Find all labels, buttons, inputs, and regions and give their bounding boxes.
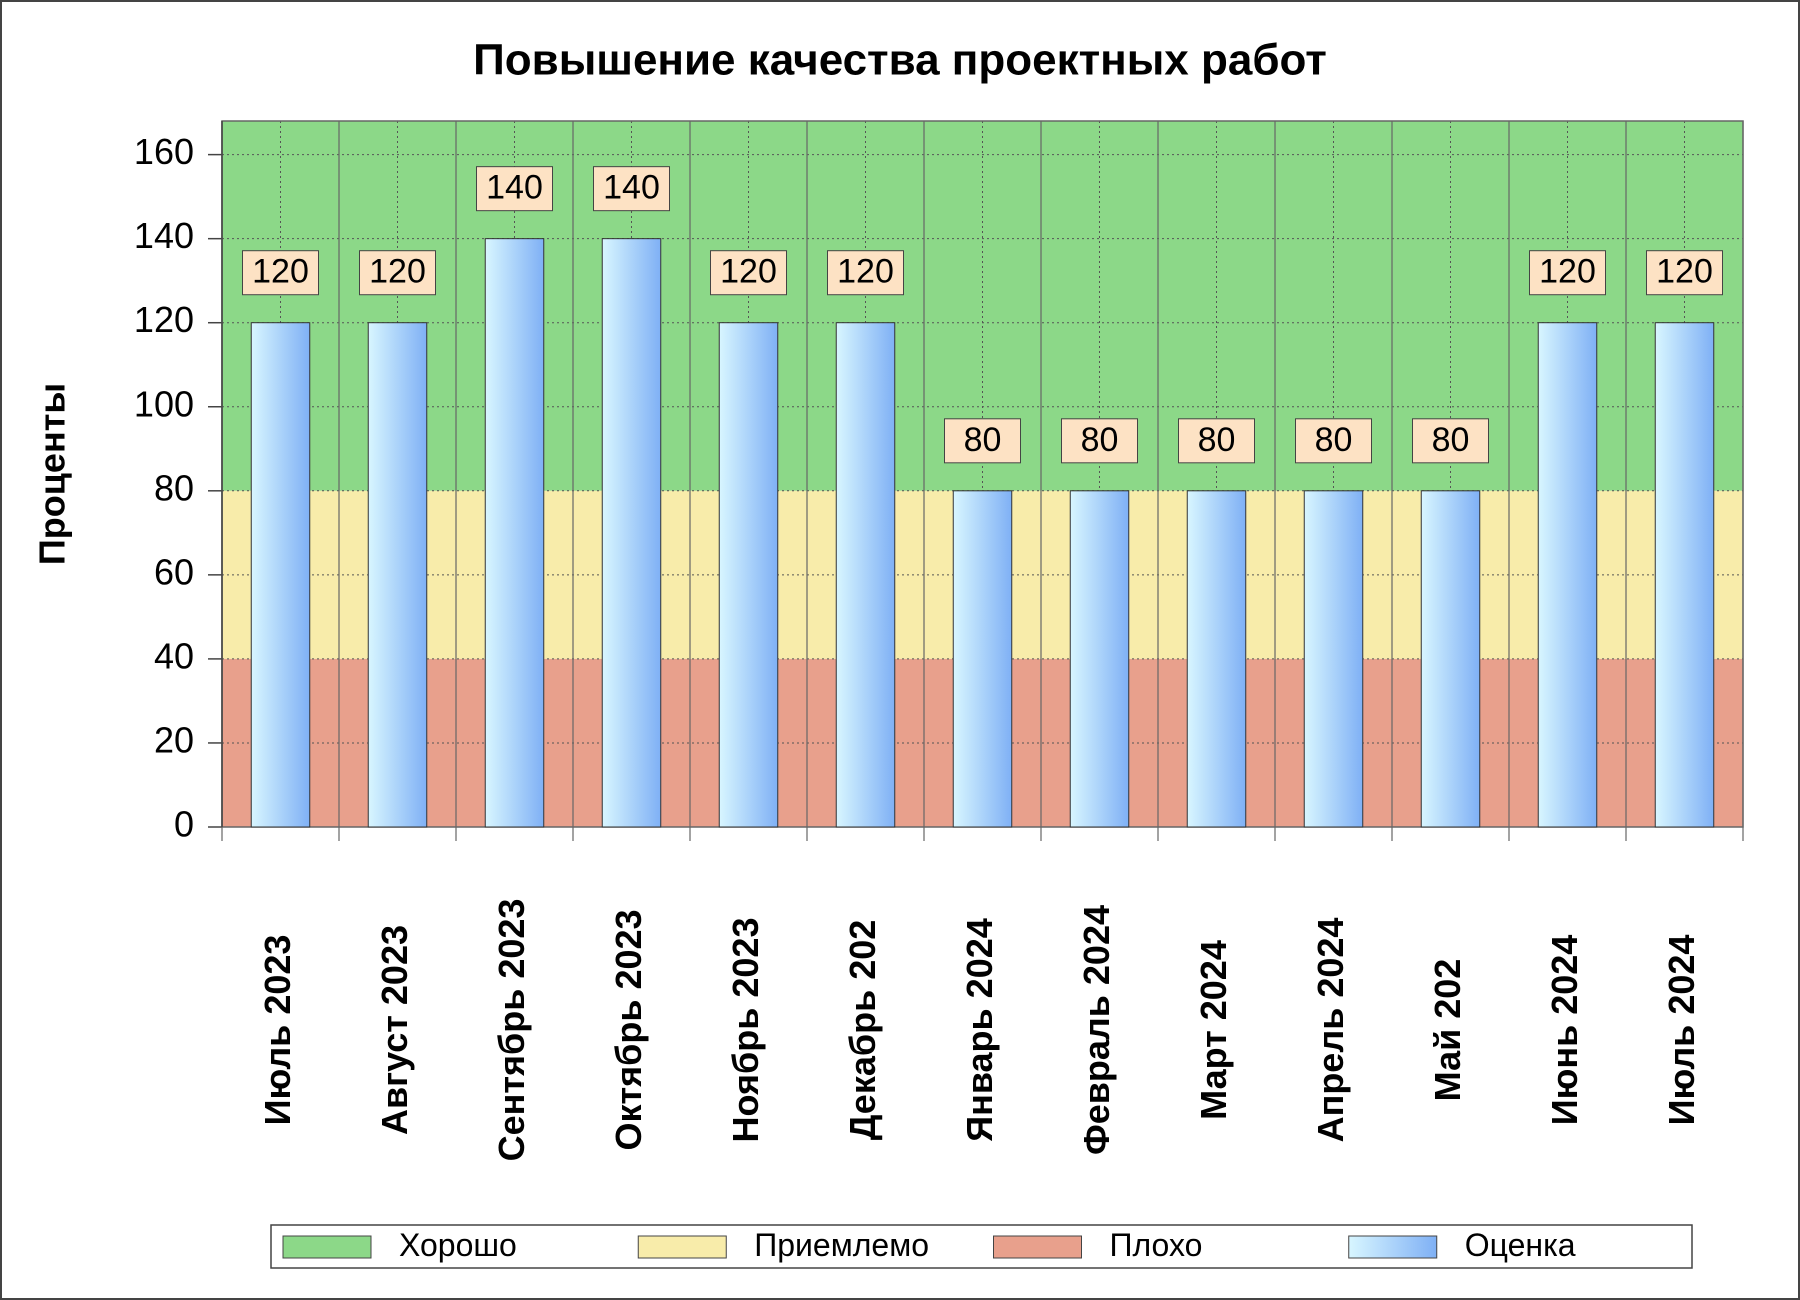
value-label: 80 [1315,421,1353,459]
value-label-box [1061,418,1138,464]
y-axis-label: Проценты [32,383,73,565]
x-tick-label: Январь 2024 [959,918,1000,1142]
value-label-box [359,250,436,296]
x-tick-label: Февраль 2024 [1076,905,1117,1155]
value-label: 120 [837,253,894,291]
bar [718,322,779,828]
legend-label: Оценка [1465,1227,1576,1263]
value-label: 120 [1656,253,1713,291]
value-label-box [710,250,787,296]
x-tick-label: Август 2023 [374,925,415,1135]
value-label-box [827,250,904,296]
value-label-box [593,166,670,212]
value-label: 140 [603,169,660,207]
value-label-box [944,418,1021,464]
value-label-box [1529,250,1606,296]
x-tick-label: Октябрь 2023 [608,909,649,1150]
bar [952,490,1013,828]
bar [484,238,545,828]
value-label: 140 [486,169,543,207]
bar [250,322,311,828]
bar [1069,490,1130,828]
value-label: 120 [720,253,777,291]
y-tick-label: 60 [154,551,194,592]
x-tick-label: Декабрь 202 [842,920,883,1141]
value-label: 120 [369,253,426,291]
value-label-box [1295,418,1372,464]
x-tick-label: Сентябрь 2023 [491,899,532,1162]
value-label-box [242,250,319,296]
value-label-box [476,166,553,212]
chart-title: Повышение качества проектных работ [473,36,1327,85]
legend-swatch [1348,1235,1438,1259]
value-label: 120 [252,253,309,291]
x-tick-label: Май 202 [1427,959,1468,1102]
bar [1537,322,1598,828]
legend-label: Приемлемо [754,1227,929,1263]
x-tick-label: Ноябрь 2023 [725,918,766,1143]
x-tick-label: Март 2024 [1193,940,1234,1120]
value-label: 80 [964,421,1002,459]
x-tick-label: Июль 2024 [1661,935,1702,1126]
bar [1186,490,1247,828]
value-label-box [1646,250,1723,296]
value-label: 80 [1432,421,1470,459]
legend-swatch [282,1235,372,1259]
bar [835,322,896,828]
bar [1420,490,1481,828]
x-tick-label: Июль 2023 [257,935,298,1126]
y-tick-label: 0 [174,804,194,845]
y-tick-label: 100 [134,383,194,424]
y-tick-label: 120 [134,299,194,340]
y-tick-label: 80 [154,467,194,508]
bar [601,238,662,828]
y-tick-label: 40 [154,635,194,676]
value-label-box [1178,418,1255,464]
legend-swatch [637,1235,727,1259]
value-label: 120 [1539,253,1596,291]
legend-swatch [993,1235,1082,1259]
y-tick-label: 20 [154,719,194,760]
value-label-box [1412,418,1489,464]
legend-label: Хорошо [399,1227,517,1263]
bar [367,322,428,828]
legend-label: Плохо [1110,1227,1203,1263]
legend-box [270,1224,1693,1269]
value-label: 80 [1198,421,1236,459]
value-label: 80 [1081,421,1119,459]
x-tick-label: Июнь 2024 [1544,935,1585,1126]
x-tick-label: Апрель 2024 [1310,918,1351,1143]
y-tick-label: 160 [134,131,194,172]
bar [1303,490,1364,828]
y-tick-label: 140 [134,215,194,256]
bar [1654,322,1715,828]
